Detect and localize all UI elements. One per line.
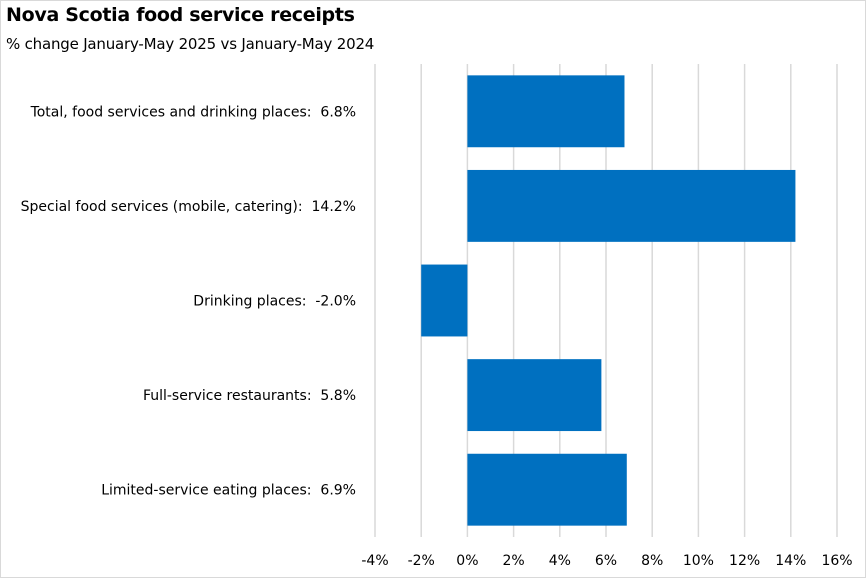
bar [467, 169, 796, 242]
bar [467, 453, 627, 526]
x-tick-label: -2% [408, 553, 435, 569]
x-tick-label: 10% [683, 553, 714, 569]
x-tick-label: 14% [775, 553, 806, 569]
bar [467, 359, 602, 432]
x-tick-labels: -4% -2% 0% 2% 4% 6% 8% 10% 12% 14% 16% [361, 553, 852, 569]
x-tick-label: 16% [821, 553, 852, 569]
x-tick-label: 2% [502, 553, 524, 569]
category-label: Full-service restaurants: 5.8% [143, 388, 356, 404]
category-label: Total, food services and drinking places… [30, 104, 356, 120]
x-tick-label: 4% [549, 553, 571, 569]
x-tick-label: 0% [456, 553, 478, 569]
category-label: Drinking places: -2.0% [193, 294, 356, 310]
bar [467, 75, 625, 148]
chart-title: Nova Scotia food service receipts [6, 4, 355, 26]
x-tick-label: -4% [361, 553, 388, 569]
x-tick-label: 6% [595, 553, 617, 569]
x-tick-label: 12% [729, 553, 760, 569]
x-tick-label: 8% [641, 553, 663, 569]
category-label: Limited-service eating places: 6.9% [101, 483, 356, 499]
bar [421, 264, 468, 337]
chart-subtitle: % change January-May 2025 vs January-May… [6, 35, 375, 53]
bars [421, 75, 796, 526]
category-label: Special food services (mobile, catering)… [21, 199, 356, 215]
category-labels: Total, food services and drinking places… [21, 104, 356, 498]
